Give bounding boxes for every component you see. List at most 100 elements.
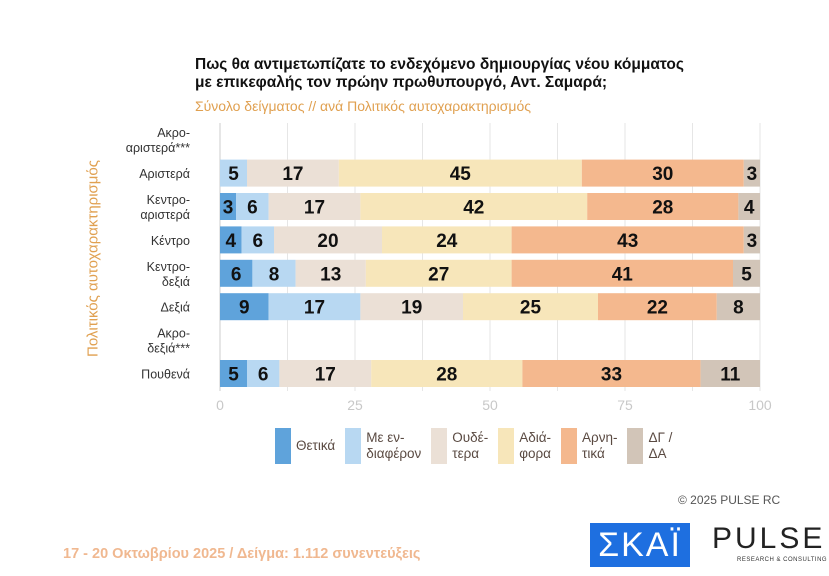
bar-segment — [733, 259, 760, 287]
bar-segment — [279, 360, 372, 387]
stacked-bar-chart: 0 25 50 75 100 Ακρο-αριστερά*** Αριστερά 5 17 4 5 3… — [126, 123, 772, 413]
bar-segment — [371, 360, 523, 387]
data-label: 8 — [733, 298, 744, 319]
category-label: αριστερά*** — [126, 141, 190, 155]
data-label: 19 — [401, 298, 422, 319]
data-label: 5 — [228, 164, 239, 185]
category-label: Ακρο- — [157, 126, 190, 140]
data-label: 28 — [652, 198, 673, 219]
bar-segment — [220, 159, 247, 187]
chart-subtitle: Σύνολο δείγματος // ανά Πολιτικός αυτοχα… — [195, 98, 531, 114]
pulse-logo-subtitle: RESEARCH & CONSULTING — [737, 557, 828, 563]
bar-segment — [700, 360, 760, 387]
x-tick-label: 50 — [482, 397, 498, 413]
data-label: 43 — [617, 231, 638, 252]
bar-segment — [511, 259, 733, 287]
bar-segment — [236, 193, 269, 220]
bar-segment — [268, 293, 361, 321]
chart-title: Πως θα αντιμετωπίζατε το ενδεχόμενο δημι… — [195, 56, 684, 92]
data-label: 24 — [436, 231, 458, 252]
bar-segment — [247, 360, 280, 387]
bar-segment — [220, 193, 237, 220]
legend-swatch — [498, 428, 515, 464]
legend-label: ΔΓ / ΔΑ — [648, 430, 673, 461]
category-label: δεξιά*** — [147, 342, 190, 356]
bar-segment — [220, 293, 269, 321]
bar-segment — [360, 193, 588, 220]
bar-segment — [360, 293, 463, 321]
data-label: 33 — [601, 365, 622, 386]
bar-segment — [598, 293, 717, 321]
bar-segment — [220, 226, 242, 254]
data-label: 5 — [228, 365, 239, 386]
legend-label: Αρνη-τικά — [582, 430, 618, 461]
legend-label: Ουδέ-τερα — [452, 430, 489, 461]
data-label: 25 — [520, 298, 542, 319]
data-label: 30 — [652, 164, 673, 185]
data-label: 6 — [253, 231, 264, 252]
bar-segment — [365, 259, 512, 287]
bar-segment — [738, 193, 760, 220]
data-label: 3 — [747, 231, 758, 252]
legend-label: Με εν-διαφέρον — [366, 430, 422, 461]
data-label: 6 — [258, 365, 269, 386]
legend-swatch — [431, 428, 448, 464]
bar-segment — [338, 159, 582, 187]
legend-item: Ουδέ-τερα — [431, 428, 488, 464]
title-line-1: Πως θα αντιμετωπίζατε το ενδεχόμενο δημι… — [195, 56, 684, 73]
data-label: 28 — [436, 365, 457, 386]
bar-segment — [743, 226, 760, 254]
data-label: 22 — [647, 298, 668, 319]
legend-item: Αδιά-φορα — [498, 428, 551, 464]
bar-segment — [247, 159, 339, 187]
legend-label: Αδιά-φορα — [519, 430, 552, 461]
data-label: 11 — [720, 365, 741, 386]
data-label: 9 — [239, 298, 250, 319]
legend-item: Με εν-διαφέρον — [345, 428, 421, 464]
data-label: 3 — [747, 164, 758, 185]
legend-swatch — [345, 428, 362, 464]
bar-segment — [743, 159, 760, 187]
data-label: 17 — [304, 198, 325, 219]
category-label: Αριστερά — [139, 167, 190, 181]
data-label: 42 — [463, 198, 484, 219]
x-tick-label: 100 — [748, 397, 772, 413]
legend: Θετικά Με εν-διαφέρον Ουδέ-τερα Αδιά-φορα Αρ… — [275, 428, 672, 464]
data-label: 6 — [247, 198, 258, 219]
legend-item: Θετικά — [275, 428, 335, 464]
category-label: Πουθενά — [141, 368, 190, 382]
x-tick-label: 0 — [216, 397, 224, 413]
bar-segment — [382, 226, 512, 254]
bar-segment — [463, 293, 598, 321]
bar-segment — [252, 259, 296, 287]
bar-segment — [716, 293, 760, 321]
bar-segment — [268, 193, 361, 220]
legend-swatch — [275, 428, 291, 464]
bar-segment — [587, 193, 739, 220]
legend-swatch — [561, 428, 578, 464]
category-label: Κέντρο — [151, 234, 190, 248]
data-label: 4 — [744, 198, 755, 219]
bar-segment — [220, 259, 253, 287]
x-tick-label: 25 — [347, 397, 363, 413]
data-label: 13 — [320, 264, 341, 285]
category-label: Δεξιά — [160, 301, 190, 315]
data-label: 17 — [282, 164, 303, 185]
bar-segment — [241, 226, 274, 254]
bar-segment — [295, 259, 366, 287]
bar-segment — [522, 360, 701, 387]
data-label: 17 — [315, 365, 336, 386]
data-label: 4 — [226, 231, 237, 252]
category-label: Κεντρο- — [147, 260, 190, 274]
data-label: 20 — [317, 231, 338, 252]
skai-logo: ΣΚΑΪ — [590, 523, 690, 567]
data-label: 41 — [612, 264, 634, 285]
date-sample: 17 - 20 Οκτωβρίου 2025 / Δείγμα: 1.112 σ… — [63, 546, 421, 562]
title-line-2: με επικεφαλής τον πρώην πρωθυπουργό, Αντ… — [195, 74, 608, 91]
bar-segment — [274, 226, 382, 254]
data-label: 5 — [741, 264, 752, 285]
x-tick-label: 75 — [617, 397, 633, 413]
bar-segment — [511, 226, 744, 254]
category-label: δεξιά — [162, 275, 190, 289]
data-label: 3 — [223, 198, 234, 219]
